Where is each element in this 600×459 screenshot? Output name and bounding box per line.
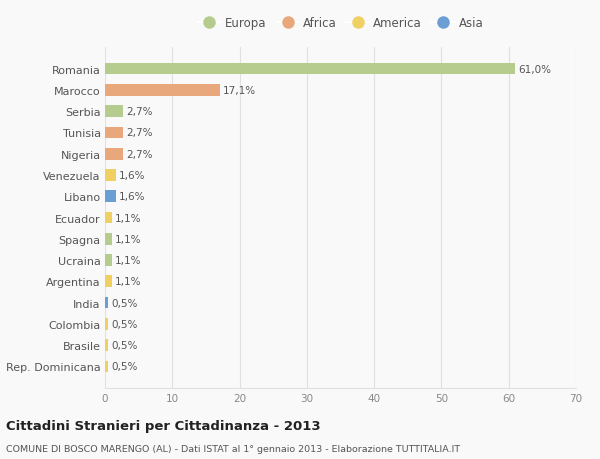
- Text: 0,5%: 0,5%: [111, 319, 137, 329]
- Bar: [105, 85, 220, 96]
- Text: 0,5%: 0,5%: [111, 341, 137, 350]
- Text: 0,5%: 0,5%: [111, 298, 137, 308]
- Bar: [105, 297, 109, 309]
- Bar: [105, 255, 112, 266]
- Text: 1,6%: 1,6%: [118, 192, 145, 202]
- Bar: [105, 340, 109, 351]
- Bar: [105, 170, 116, 181]
- Legend: Europa, Africa, America, Asia: Europa, Africa, America, Asia: [194, 13, 487, 34]
- Bar: [105, 191, 116, 202]
- Text: 1,1%: 1,1%: [115, 213, 142, 223]
- Bar: [105, 318, 109, 330]
- Bar: [105, 127, 123, 139]
- Text: 2,7%: 2,7%: [126, 128, 152, 138]
- Text: 0,5%: 0,5%: [111, 362, 137, 372]
- Text: 1,1%: 1,1%: [115, 256, 142, 265]
- Text: 2,7%: 2,7%: [126, 107, 152, 117]
- Text: Cittadini Stranieri per Cittadinanza - 2013: Cittadini Stranieri per Cittadinanza - 2…: [6, 419, 320, 432]
- Bar: [105, 361, 109, 372]
- Text: 1,1%: 1,1%: [115, 234, 142, 244]
- Text: 1,1%: 1,1%: [115, 277, 142, 287]
- Text: 1,6%: 1,6%: [118, 171, 145, 180]
- Bar: [105, 234, 112, 245]
- Text: 2,7%: 2,7%: [126, 149, 152, 159]
- Bar: [105, 149, 123, 160]
- Text: 17,1%: 17,1%: [223, 86, 256, 95]
- Bar: [105, 212, 112, 224]
- Text: COMUNE DI BOSCO MARENGO (AL) - Dati ISTAT al 1° gennaio 2013 - Elaborazione TUTT: COMUNE DI BOSCO MARENGO (AL) - Dati ISTA…: [6, 444, 460, 453]
- Bar: [105, 64, 515, 75]
- Bar: [105, 106, 123, 118]
- Bar: [105, 276, 112, 287]
- Text: 61,0%: 61,0%: [518, 64, 551, 74]
